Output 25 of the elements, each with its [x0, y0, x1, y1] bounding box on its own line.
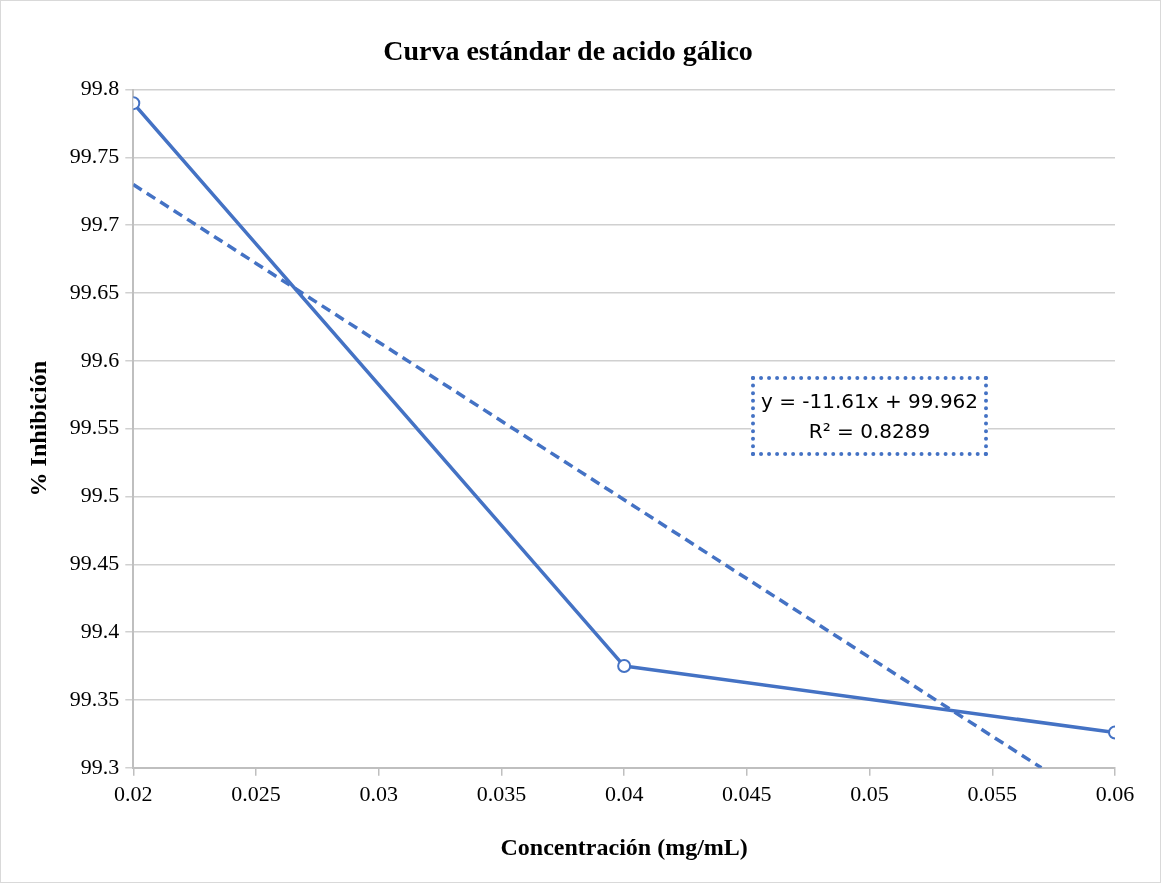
x-tick-label: 0.025 — [231, 780, 281, 806]
y-tick-label: 99.6 — [80, 346, 120, 372]
y-tick-label: 99.45 — [69, 550, 120, 576]
y-tick-label: 99.75 — [69, 143, 120, 169]
annotation: y = -11.61x + 99.962 — [761, 388, 979, 415]
y-tick-label: 99.4 — [80, 617, 120, 643]
y-tick-label: 99.8 — [80, 75, 120, 101]
x-tick-label: 0.035 — [476, 780, 527, 806]
y-tick-label: 99.55 — [69, 414, 120, 440]
y-tick-label: 99.5 — [80, 482, 120, 508]
x-tick-label: 0.02 — [114, 780, 153, 806]
annotation: R² = 0.8289 — [807, 418, 932, 445]
y-tick-label: 99.7 — [80, 211, 120, 237]
x-tick-label: 0.06 — [1095, 780, 1135, 806]
y-tick-label: 99.3 — [80, 753, 120, 779]
y-tick-label: 99.65 — [69, 278, 120, 304]
y-axis-title: % Inhibición — [24, 361, 51, 497]
x-tick-label: 0.05 — [850, 780, 889, 806]
x-axis-title: Concentración (mg/mL) — [500, 833, 748, 860]
x-tick-label: 0.03 — [359, 780, 398, 806]
chart-title: Curva estándar de acido gálico — [383, 35, 753, 67]
x-tick-label: 0.055 — [967, 780, 1018, 806]
y-tick-label: 99.35 — [69, 685, 120, 711]
x-tick-label: 0.04 — [604, 780, 644, 806]
x-tick-label: 0.045 — [722, 780, 772, 806]
